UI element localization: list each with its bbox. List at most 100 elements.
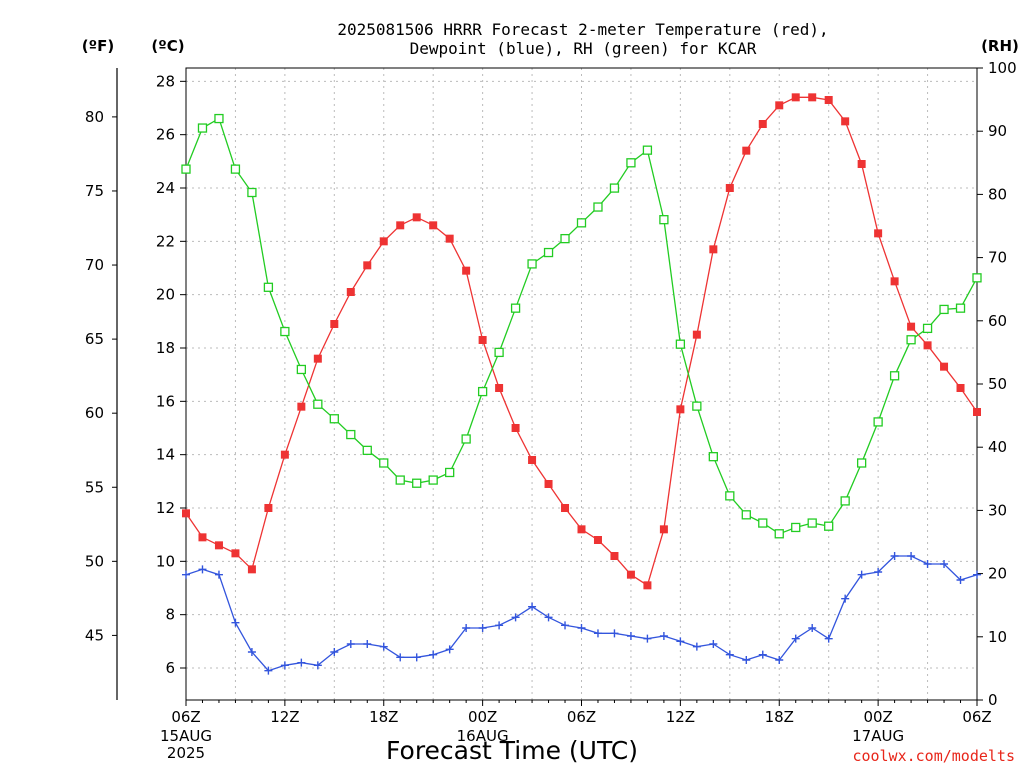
rh-point (263, 282, 274, 292)
temperature-point (659, 525, 668, 534)
dewpoint-point (544, 613, 553, 622)
x-tick-label: 18Z (765, 708, 794, 726)
dewpoint-point (346, 640, 355, 648)
rh-point (214, 113, 224, 124)
rh-point (313, 399, 323, 409)
dewpoint-point (462, 624, 471, 632)
dewpoint-point (198, 565, 207, 574)
rh-point (807, 518, 817, 528)
rh-point (412, 478, 422, 488)
temperature-point (940, 362, 949, 371)
temperature-point (544, 480, 553, 488)
dewpoint-point (692, 642, 701, 651)
rh-point (856, 458, 867, 468)
data-series (181, 93, 982, 675)
temperature-point (280, 450, 289, 459)
temperature-point (445, 234, 454, 243)
temperature-point (379, 237, 388, 246)
rh-point (725, 491, 735, 501)
temperature-point (841, 117, 850, 126)
x-tick-sublabel: 15AUG (160, 727, 212, 745)
dewpoint-point (412, 653, 421, 662)
temperature-point (676, 405, 685, 414)
rh-tick-label: 70 (988, 249, 1007, 267)
rh-point (824, 521, 834, 531)
dewpoint-point (791, 634, 800, 643)
fahrenheit-tick-label: 50 (85, 552, 104, 570)
dewpoint-point (214, 570, 223, 579)
rh-point (906, 335, 916, 345)
temperature-point (511, 424, 520, 432)
rh-tick-label: 80 (988, 185, 1007, 203)
dewpoint-point (511, 613, 520, 622)
chart-title-line2: Dewpoint (blue), RH (green) for KCAR (410, 39, 757, 58)
x-tick-label: 12Z (666, 708, 695, 726)
temperature-point (313, 354, 322, 363)
dewpoint-point (379, 642, 388, 651)
temperature-point (297, 402, 306, 411)
dewpoint-point (626, 632, 635, 640)
fahrenheit-tick-label: 60 (85, 404, 104, 422)
temperature-point (956, 384, 965, 392)
dewpoint-point (528, 602, 537, 611)
x-tick-label: 00Z (863, 708, 892, 726)
rh-point (659, 215, 669, 225)
rh-point (939, 304, 949, 315)
fahrenheit-tick-label: 55 (85, 478, 104, 496)
rh-unit-label: (RH) (981, 37, 1019, 55)
celsius-tick-label: 12 (156, 499, 175, 517)
temperature-point (775, 101, 784, 110)
celsius-tick-label: 26 (156, 126, 175, 144)
dewpoint-point (907, 552, 916, 560)
temperature-point (330, 320, 339, 328)
temperature-point (247, 565, 256, 574)
dewpoint-point (593, 629, 602, 638)
rh-point (675, 339, 686, 349)
dewpoint-point (577, 624, 586, 632)
celsius-tick-label: 10 (156, 552, 175, 570)
rh-point (873, 417, 883, 427)
rh-point (972, 273, 982, 283)
rh-tick-label: 50 (988, 375, 1007, 393)
temperature-point (923, 341, 932, 350)
temperature-point (478, 336, 487, 344)
temperature-point (610, 552, 619, 560)
dewpoint-point (429, 650, 438, 659)
axes (112, 67, 983, 706)
dewpoint-point (742, 656, 751, 664)
temperature-point (709, 245, 718, 254)
rh-point (280, 326, 290, 337)
rh-point (955, 303, 966, 313)
temperature-series (182, 93, 981, 590)
rh-point (428, 475, 438, 485)
temperature-point (593, 536, 602, 544)
rh-tick-label: 20 (988, 565, 1007, 583)
dewpoint-point (874, 568, 883, 576)
temperature-point (907, 322, 916, 331)
celsius-tick-label: 8 (165, 606, 175, 624)
temperature-point (182, 509, 190, 518)
temperature-point (396, 221, 405, 230)
rh-tick-label: 100 (988, 59, 1017, 77)
temperature-point (231, 549, 240, 558)
temperature-point (824, 96, 833, 104)
rh-point (889, 371, 900, 381)
rh-point (576, 218, 587, 228)
rh-point (840, 496, 850, 506)
rh-point (527, 259, 537, 269)
temperature-point (412, 213, 421, 222)
rh-point (395, 475, 405, 485)
rh-point (461, 434, 471, 444)
temperature-point (429, 221, 438, 230)
rh-point (379, 458, 389, 468)
temperature-point (561, 504, 570, 512)
dewpoint-point (264, 666, 273, 675)
dewpoint-point (643, 634, 652, 643)
rh-tick-label: 60 (988, 312, 1007, 330)
rh-point (362, 445, 372, 456)
rh-point (329, 414, 339, 424)
temperature-point (874, 229, 883, 238)
dewpoint-point (495, 621, 504, 630)
rh-point (741, 510, 751, 520)
temperature-point (692, 330, 701, 339)
